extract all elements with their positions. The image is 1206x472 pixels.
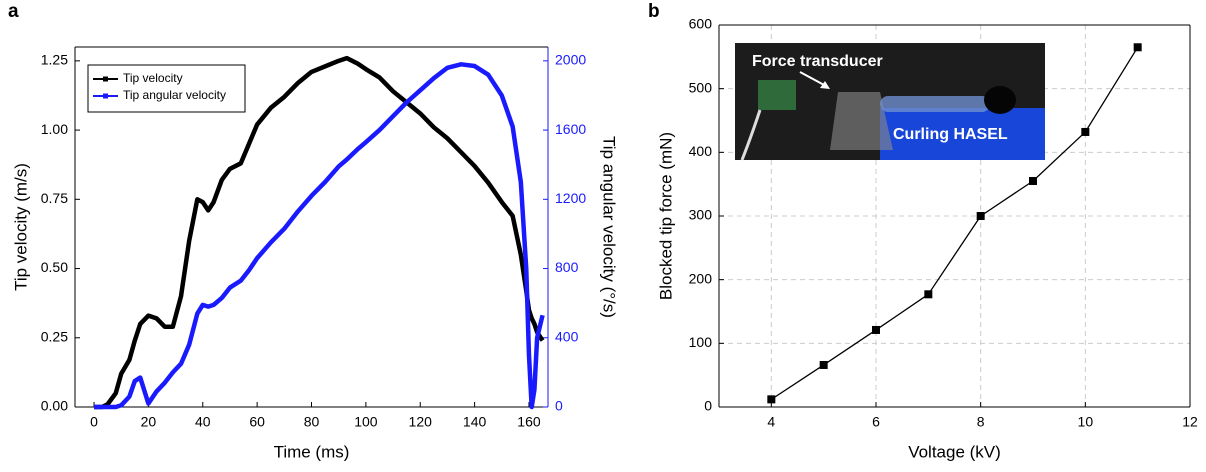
photo-arrowhead <box>820 81 830 89</box>
chart: a 0 20 40 60 80 100 120 140 160 0.00 0.25 0.50 0.75 1.… <box>8 1 619 461</box>
legend-label: Tip angular velocity <box>123 88 226 102</box>
x-tick-label: 4 <box>767 414 775 430</box>
point <box>872 325 880 334</box>
y-tick-label: 0.25 <box>41 328 68 344</box>
x-tick-label: 6 <box>872 414 880 430</box>
point <box>819 360 828 369</box>
panel-label: a <box>8 1 19 22</box>
photo-transducer <box>830 92 893 150</box>
x-tick-label: 20 <box>141 414 157 430</box>
photo-board <box>758 80 796 110</box>
series-line <box>770 46 1139 400</box>
x-tick-label: 160 <box>517 414 541 430</box>
y2-tick-label: 1600 <box>555 121 586 137</box>
y-tick-label: 0 <box>704 398 712 414</box>
y-tick-label: 500 <box>689 79 713 95</box>
x-tick-label: 60 <box>249 414 265 430</box>
y-tick-label: 1.25 <box>41 52 68 68</box>
y2-axis-label: Tip angular velocity (°/s) <box>600 136 619 318</box>
x-tick-label: 12 <box>1182 414 1198 430</box>
y-tick-label: 1.00 <box>41 121 68 137</box>
photo-hasel-base <box>880 108 1045 160</box>
y-tick-label: 300 <box>689 207 713 223</box>
y-tick-label: 0.00 <box>41 398 68 414</box>
y-tick-label: 600 <box>689 16 713 32</box>
legend-label: Tip velocity <box>123 71 183 85</box>
photo-actuator <box>880 96 990 112</box>
x-tick-label: 80 <box>304 414 320 430</box>
panel-label: b <box>648 1 660 22</box>
inset-photo: Force transducer Curling HASEL <box>735 43 1045 161</box>
y2-tick-label: 400 <box>555 328 579 344</box>
y2-tick-label: 2000 <box>555 52 586 68</box>
legend-marker <box>103 93 108 99</box>
x-tick-label: 40 <box>195 414 211 430</box>
series-line <box>94 55 545 410</box>
y2-tick-label: 800 <box>555 259 579 275</box>
annotation: Force transducer <box>752 53 883 70</box>
legend-marker <box>103 76 108 82</box>
y-tick-label: 200 <box>689 270 713 286</box>
x-tick-label: 8 <box>977 414 985 430</box>
photo-cable <box>740 109 762 161</box>
y-tick-label: 0.50 <box>41 259 68 275</box>
x-axis-label: Time (ms) <box>274 442 350 461</box>
y-tick-label: 400 <box>689 143 713 159</box>
x-tick-label: 100 <box>354 414 378 430</box>
y-tick-label: 100 <box>689 334 713 350</box>
series-line <box>94 62 545 410</box>
y-axis-label: Blocked tip force (mN) <box>656 132 675 300</box>
x-tick-label: 10 <box>1078 414 1094 430</box>
point <box>976 212 985 220</box>
point <box>1133 43 1142 52</box>
point <box>1029 176 1037 185</box>
x-axis-label: Voltage (kV) <box>908 442 1001 461</box>
annotation: Curling HASEL <box>893 126 1008 143</box>
photo-weight <box>984 86 1016 114</box>
photo-arrow <box>799 71 827 87</box>
y2-tick-label: 1200 <box>555 190 586 206</box>
legend-box <box>87 64 246 113</box>
y-axis-label: Tip velocity (m/s) <box>11 163 30 291</box>
y2-tick-label: 0 <box>555 398 563 414</box>
x-tick-label: 0 <box>90 414 98 430</box>
y-tick-label: 0.75 <box>41 190 68 206</box>
x-tick-label: 120 <box>409 414 433 430</box>
point <box>924 290 933 299</box>
x-tick-label: 140 <box>463 414 487 430</box>
point <box>767 395 776 404</box>
point <box>1081 127 1090 136</box>
